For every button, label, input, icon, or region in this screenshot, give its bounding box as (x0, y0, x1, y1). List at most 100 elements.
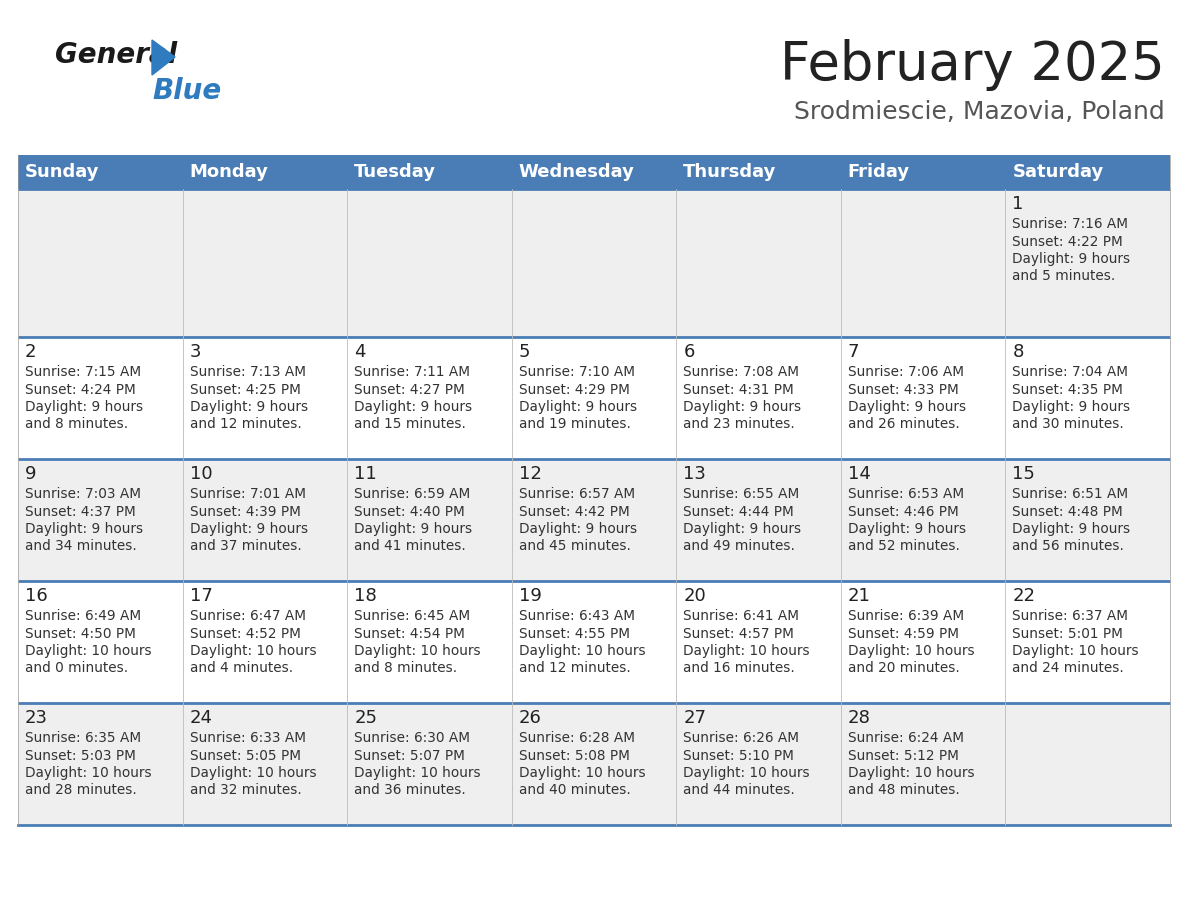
Text: Daylight: 10 hours: Daylight: 10 hours (848, 644, 974, 658)
Text: Daylight: 9 hours: Daylight: 9 hours (354, 400, 473, 414)
Text: Sunset: 4:24 PM: Sunset: 4:24 PM (25, 383, 135, 397)
Text: and 40 minutes.: and 40 minutes. (519, 783, 631, 798)
Text: Sunset: 4:55 PM: Sunset: 4:55 PM (519, 626, 630, 641)
Text: Sunrise: 6:28 AM: Sunrise: 6:28 AM (519, 731, 634, 745)
Text: Wednesday: Wednesday (519, 163, 634, 181)
Text: Sunset: 4:39 PM: Sunset: 4:39 PM (190, 505, 301, 519)
Text: 15: 15 (1012, 465, 1035, 483)
Text: Friday: Friday (848, 163, 910, 181)
Text: and 49 minutes.: and 49 minutes. (683, 540, 795, 554)
Text: 27: 27 (683, 709, 707, 727)
Text: and 41 minutes.: and 41 minutes. (354, 540, 466, 554)
Text: Daylight: 10 hours: Daylight: 10 hours (354, 644, 481, 658)
Bar (18, 337, 1170, 459)
Text: 11: 11 (354, 465, 377, 483)
Text: 4: 4 (354, 343, 366, 361)
Text: Sunset: 4:29 PM: Sunset: 4:29 PM (519, 383, 630, 397)
Text: Sunset: 4:42 PM: Sunset: 4:42 PM (519, 505, 630, 519)
Text: Monday: Monday (190, 163, 268, 181)
Text: Sunrise: 6:35 AM: Sunrise: 6:35 AM (25, 731, 141, 745)
Text: and 48 minutes.: and 48 minutes. (848, 783, 960, 798)
Text: 7: 7 (848, 343, 859, 361)
Text: Daylight: 9 hours: Daylight: 9 hours (848, 522, 966, 536)
Text: and 34 minutes.: and 34 minutes. (25, 540, 137, 554)
Text: and 56 minutes.: and 56 minutes. (1012, 540, 1124, 554)
Text: Sunset: 5:05 PM: Sunset: 5:05 PM (190, 748, 301, 763)
Text: and 23 minutes.: and 23 minutes. (683, 418, 795, 431)
Text: and 19 minutes.: and 19 minutes. (519, 418, 631, 431)
Text: Sunrise: 7:15 AM: Sunrise: 7:15 AM (25, 365, 141, 379)
Text: Sunset: 4:46 PM: Sunset: 4:46 PM (848, 505, 959, 519)
Text: Sunrise: 6:30 AM: Sunrise: 6:30 AM (354, 731, 470, 745)
Text: Sunrise: 7:06 AM: Sunrise: 7:06 AM (848, 365, 963, 379)
Bar (18, 189, 1170, 337)
Text: 1: 1 (1012, 195, 1024, 213)
Text: Sunset: 4:48 PM: Sunset: 4:48 PM (1012, 505, 1123, 519)
Text: Sunrise: 6:39 AM: Sunrise: 6:39 AM (848, 609, 963, 623)
Bar (18, 581, 1170, 703)
Text: and 37 minutes.: and 37 minutes. (190, 540, 302, 554)
Text: and 45 minutes.: and 45 minutes. (519, 540, 631, 554)
Text: and 30 minutes.: and 30 minutes. (1012, 418, 1124, 431)
Text: and 8 minutes.: and 8 minutes. (354, 662, 457, 676)
Text: Sunset: 5:01 PM: Sunset: 5:01 PM (1012, 626, 1124, 641)
Text: Sunrise: 6:51 AM: Sunrise: 6:51 AM (1012, 487, 1129, 501)
Text: Sunset: 4:50 PM: Sunset: 4:50 PM (25, 626, 135, 641)
Text: Daylight: 10 hours: Daylight: 10 hours (683, 766, 810, 780)
Text: Sunset: 5:10 PM: Sunset: 5:10 PM (683, 748, 794, 763)
Text: 21: 21 (848, 587, 871, 605)
Text: and 16 minutes.: and 16 minutes. (683, 662, 795, 676)
Text: Sunday: Sunday (25, 163, 100, 181)
Bar (18, 155, 1170, 189)
Text: Daylight: 10 hours: Daylight: 10 hours (354, 766, 481, 780)
Text: Sunset: 4:54 PM: Sunset: 4:54 PM (354, 626, 465, 641)
Text: and 44 minutes.: and 44 minutes. (683, 783, 795, 798)
Text: Daylight: 10 hours: Daylight: 10 hours (25, 766, 152, 780)
Text: 26: 26 (519, 709, 542, 727)
Bar (18, 459, 1170, 581)
Text: Tuesday: Tuesday (354, 163, 436, 181)
Text: Daylight: 10 hours: Daylight: 10 hours (848, 766, 974, 780)
Text: 2: 2 (25, 343, 37, 361)
Text: Daylight: 9 hours: Daylight: 9 hours (519, 522, 637, 536)
Text: 16: 16 (25, 587, 48, 605)
Text: Sunrise: 6:59 AM: Sunrise: 6:59 AM (354, 487, 470, 501)
Text: Daylight: 9 hours: Daylight: 9 hours (519, 400, 637, 414)
Text: Sunrise: 7:08 AM: Sunrise: 7:08 AM (683, 365, 800, 379)
Text: 23: 23 (25, 709, 48, 727)
Text: Daylight: 10 hours: Daylight: 10 hours (519, 644, 645, 658)
Text: and 24 minutes.: and 24 minutes. (1012, 662, 1124, 676)
Polygon shape (152, 40, 175, 75)
Text: 14: 14 (848, 465, 871, 483)
Text: Daylight: 9 hours: Daylight: 9 hours (1012, 252, 1131, 266)
Text: Sunrise: 6:47 AM: Sunrise: 6:47 AM (190, 609, 305, 623)
Text: and 15 minutes.: and 15 minutes. (354, 418, 466, 431)
Text: and 36 minutes.: and 36 minutes. (354, 783, 466, 798)
Text: 12: 12 (519, 465, 542, 483)
Text: Daylight: 9 hours: Daylight: 9 hours (1012, 522, 1131, 536)
Text: Daylight: 9 hours: Daylight: 9 hours (354, 522, 473, 536)
Text: Daylight: 9 hours: Daylight: 9 hours (683, 522, 802, 536)
Text: and 5 minutes.: and 5 minutes. (1012, 270, 1116, 284)
Text: and 12 minutes.: and 12 minutes. (190, 418, 302, 431)
Text: Sunset: 4:33 PM: Sunset: 4:33 PM (848, 383, 959, 397)
Text: Sunset: 5:03 PM: Sunset: 5:03 PM (25, 748, 135, 763)
Text: and 28 minutes.: and 28 minutes. (25, 783, 137, 798)
Text: Daylight: 10 hours: Daylight: 10 hours (519, 766, 645, 780)
Text: Sunrise: 6:43 AM: Sunrise: 6:43 AM (519, 609, 634, 623)
Text: 10: 10 (190, 465, 213, 483)
Text: Sunset: 4:25 PM: Sunset: 4:25 PM (190, 383, 301, 397)
Text: Sunset: 4:44 PM: Sunset: 4:44 PM (683, 505, 794, 519)
Text: Sunset: 5:12 PM: Sunset: 5:12 PM (848, 748, 959, 763)
Text: Sunset: 4:35 PM: Sunset: 4:35 PM (1012, 383, 1124, 397)
Text: Sunrise: 7:03 AM: Sunrise: 7:03 AM (25, 487, 141, 501)
Text: and 20 minutes.: and 20 minutes. (848, 662, 960, 676)
Text: Sunrise: 6:37 AM: Sunrise: 6:37 AM (1012, 609, 1129, 623)
Text: February 2025: February 2025 (781, 39, 1165, 91)
Text: Sunset: 4:59 PM: Sunset: 4:59 PM (848, 626, 959, 641)
Text: 19: 19 (519, 587, 542, 605)
Text: Blue: Blue (152, 77, 221, 105)
Text: 22: 22 (1012, 587, 1036, 605)
Text: Daylight: 10 hours: Daylight: 10 hours (1012, 644, 1139, 658)
Text: 24: 24 (190, 709, 213, 727)
